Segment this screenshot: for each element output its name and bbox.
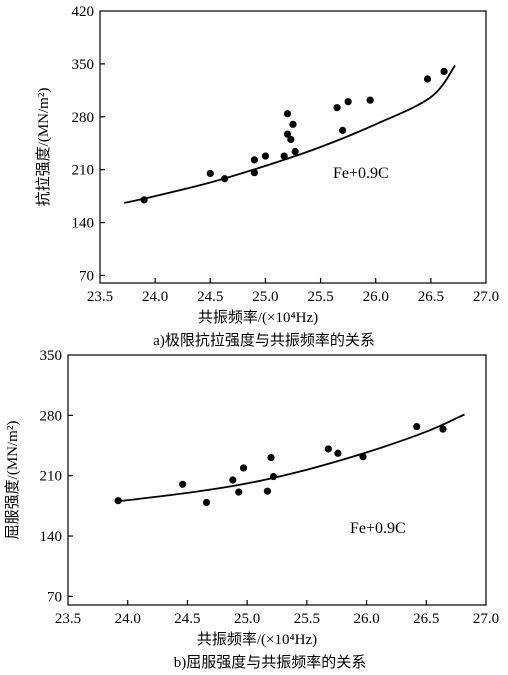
chart-b-data-point — [269, 472, 278, 481]
chart-b-y-axis-label: 屈服强度/(MN/m²) — [4, 421, 21, 540]
chart-b-data-point — [334, 449, 342, 457]
chart-a-x-tick-label: 26.5 — [418, 289, 444, 305]
chart-a-data-point — [206, 169, 214, 178]
chart-a-x-tick-label: 25.0 — [252, 289, 278, 305]
chart-a-data-point — [423, 75, 432, 83]
chart-a-plot-frame — [99, 10, 487, 284]
chart-a-data-point — [140, 196, 148, 204]
chart-b-y-tick-label: 280 — [40, 408, 63, 424]
chart-a-data-point — [344, 98, 352, 106]
chart-a-data-point — [283, 110, 292, 118]
chart-b-data-point — [114, 497, 122, 505]
chart-a-data-point — [366, 96, 374, 104]
chart-b-x-axis-label: 共振频率/(×10⁴Hz) — [197, 631, 317, 648]
chart-a-y-tick-label: 210 — [72, 163, 95, 179]
chart-a: 23.5 24.0 24.5 25.0 25.5 26.0 26.5 27.0 70 140 210… — [35, 4, 499, 349]
chart-a-data-point — [291, 147, 299, 156]
chart-b-y-tick-label: 140 — [40, 529, 63, 545]
chart-a-x-tick-label: 24.5 — [197, 289, 223, 305]
chart-a-y-axis-label: 抗拉强度/(MN/m²) — [35, 88, 52, 207]
chart-b-x-tick-label: 23.5 — [55, 611, 81, 627]
chart-a-ticks: 23.5 24.0 24.5 25.0 25.5 26.0 26.5 27.0 70 140 210… — [72, 4, 500, 305]
chart-b-annotation: Fe+0.9C — [350, 520, 406, 537]
chart-a-x-tick-label: 25.5 — [307, 289, 333, 305]
chart-b-x-tick-label: 26.5 — [413, 611, 439, 627]
chart-a-data-point — [283, 130, 292, 138]
chart-a-x-tick-label: 24.0 — [142, 289, 168, 305]
chart-a-annotation: Fe+0.9C — [333, 165, 389, 182]
chart-a-data-point — [339, 126, 347, 134]
chart-a-y-tick-label: 350 — [72, 57, 95, 73]
chart-b-x-tick-label: 25.0 — [234, 611, 260, 627]
chart-b-plot-frame — [67, 354, 487, 606]
chart-b-ticks: 23.5 24.0 24.5 25.0 25.5 26.0 26.5 27.0 70 140 210… — [40, 348, 500, 627]
chart-b-x-tick-label: 26.0 — [353, 611, 379, 627]
chart-a-x-tick-label: 23.5 — [87, 289, 113, 305]
chart-a-data-point — [250, 156, 258, 164]
chart-b-data-point — [229, 476, 237, 484]
chart-b-data-point — [202, 498, 211, 507]
chart-b-x-tick-label: 25.5 — [294, 611, 320, 627]
chart-b-x-tick-label: 27.0 — [473, 611, 499, 627]
chart-a-data-point — [287, 135, 295, 144]
chart-a-points — [140, 67, 448, 204]
chart-a-y-tick-label: 140 — [72, 216, 95, 232]
chart-a-data-point — [440, 67, 448, 76]
chart-a-y-tick-label: 280 — [72, 110, 95, 126]
chart-a-y-tick-label: 70 — [79, 268, 94, 284]
chart-a-x-tick-label: 27.0 — [473, 289, 499, 305]
chart-a-data-point — [280, 152, 288, 160]
chart-a-fit-curve — [124, 64, 456, 204]
chart-b-points — [114, 422, 447, 507]
chart-b-data-point — [439, 425, 447, 433]
chart-b-caption: b)屈服强度与共振频率的关系 — [174, 654, 367, 671]
chart-a-data-point — [221, 175, 229, 183]
chart-b-data-point — [413, 422, 421, 431]
chart-a-data-point — [333, 104, 341, 112]
chart-b-data-point — [359, 453, 367, 461]
chart-a-caption: a)极限抗拉强度与共振频率的关系 — [153, 332, 375, 349]
chart-b-data-point — [324, 445, 332, 453]
chart-a-data-point — [261, 152, 270, 160]
chart-b-y-tick-label: 350 — [40, 348, 63, 364]
chart-a-x-axis-label: 共振频率/(×10⁴Hz) — [198, 309, 318, 326]
chart-b-data-point — [239, 464, 248, 472]
chart-b-data-point — [235, 488, 243, 496]
chart-b-x-tick-label: 24.0 — [115, 611, 141, 627]
chart-b-data-point — [179, 480, 187, 488]
chart-b-data-point — [263, 487, 272, 495]
chart-b-x-tick-label: 24.5 — [174, 611, 200, 627]
chart-b-fit-curve — [115, 413, 465, 503]
chart-b-y-tick-label: 70 — [47, 589, 62, 605]
chart-a-data-point — [250, 169, 258, 177]
chart-a-data-point — [289, 120, 297, 128]
chart-b: 23.5 24.0 24.5 25.0 25.5 26.0 26.5 27.0 70 140 210… — [4, 348, 499, 671]
chart-a-y-tick-label: 420 — [72, 4, 95, 20]
chart-a-x-tick-label: 26.0 — [363, 289, 389, 305]
chart-b-data-point — [267, 453, 275, 462]
chart-b-y-tick-label: 210 — [40, 469, 63, 485]
